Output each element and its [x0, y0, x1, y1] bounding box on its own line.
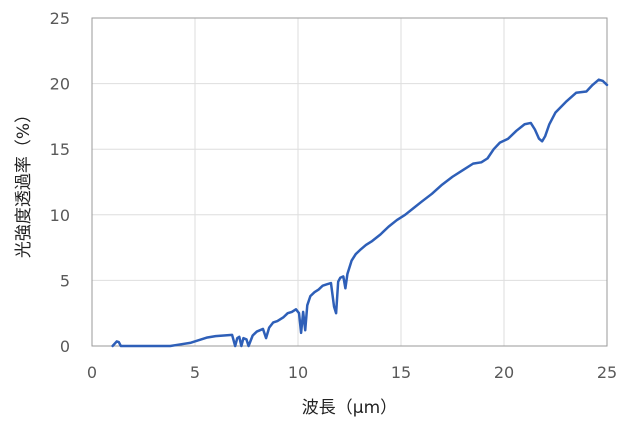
y-tick-label: 25	[50, 9, 70, 28]
y-tick-label: 10	[50, 206, 70, 225]
x-axis-label: 波長（μm）	[302, 398, 397, 418]
gridlines	[92, 18, 607, 346]
x-tick-label: 0	[87, 363, 97, 382]
series-layer	[111, 78, 609, 348]
x-tick-label: 25	[597, 363, 617, 382]
plot-area-frame	[91, 17, 608, 347]
y-tick-label: 15	[50, 140, 70, 159]
axis-ticks: 0 5 10 15 20 25 0 5 10 15 20 25	[50, 9, 618, 382]
x-tick-label: 10	[288, 363, 308, 382]
y-tick-label: 0	[60, 337, 70, 356]
x-tick-label: 20	[494, 363, 514, 382]
x-tick-label: 5	[190, 363, 200, 382]
y-axis-label: 光強度透過率（%）	[14, 106, 34, 258]
series-line	[111, 78, 609, 348]
y-tick-label: 5	[60, 271, 70, 290]
y-tick-label: 20	[50, 75, 70, 94]
x-tick-label: 15	[391, 363, 411, 382]
